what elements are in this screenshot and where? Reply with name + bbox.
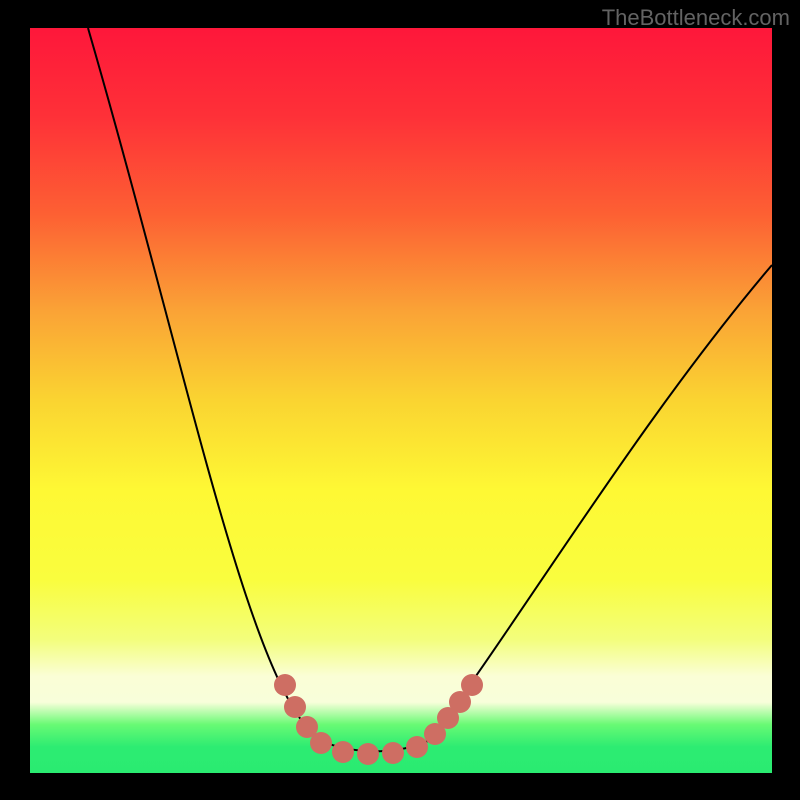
highlight-dot — [357, 743, 379, 765]
highlight-dot — [332, 741, 354, 763]
highlight-dot — [284, 696, 306, 718]
gradient-background — [30, 28, 772, 773]
highlight-dot — [406, 736, 428, 758]
watermark-text: TheBottleneck.com — [602, 5, 790, 31]
highlight-dot — [310, 732, 332, 754]
highlight-dot — [382, 742, 404, 764]
bottleneck-chart — [0, 0, 800, 800]
highlight-dot — [274, 674, 296, 696]
chart-container: TheBottleneck.com — [0, 0, 800, 800]
highlight-dot — [461, 674, 483, 696]
